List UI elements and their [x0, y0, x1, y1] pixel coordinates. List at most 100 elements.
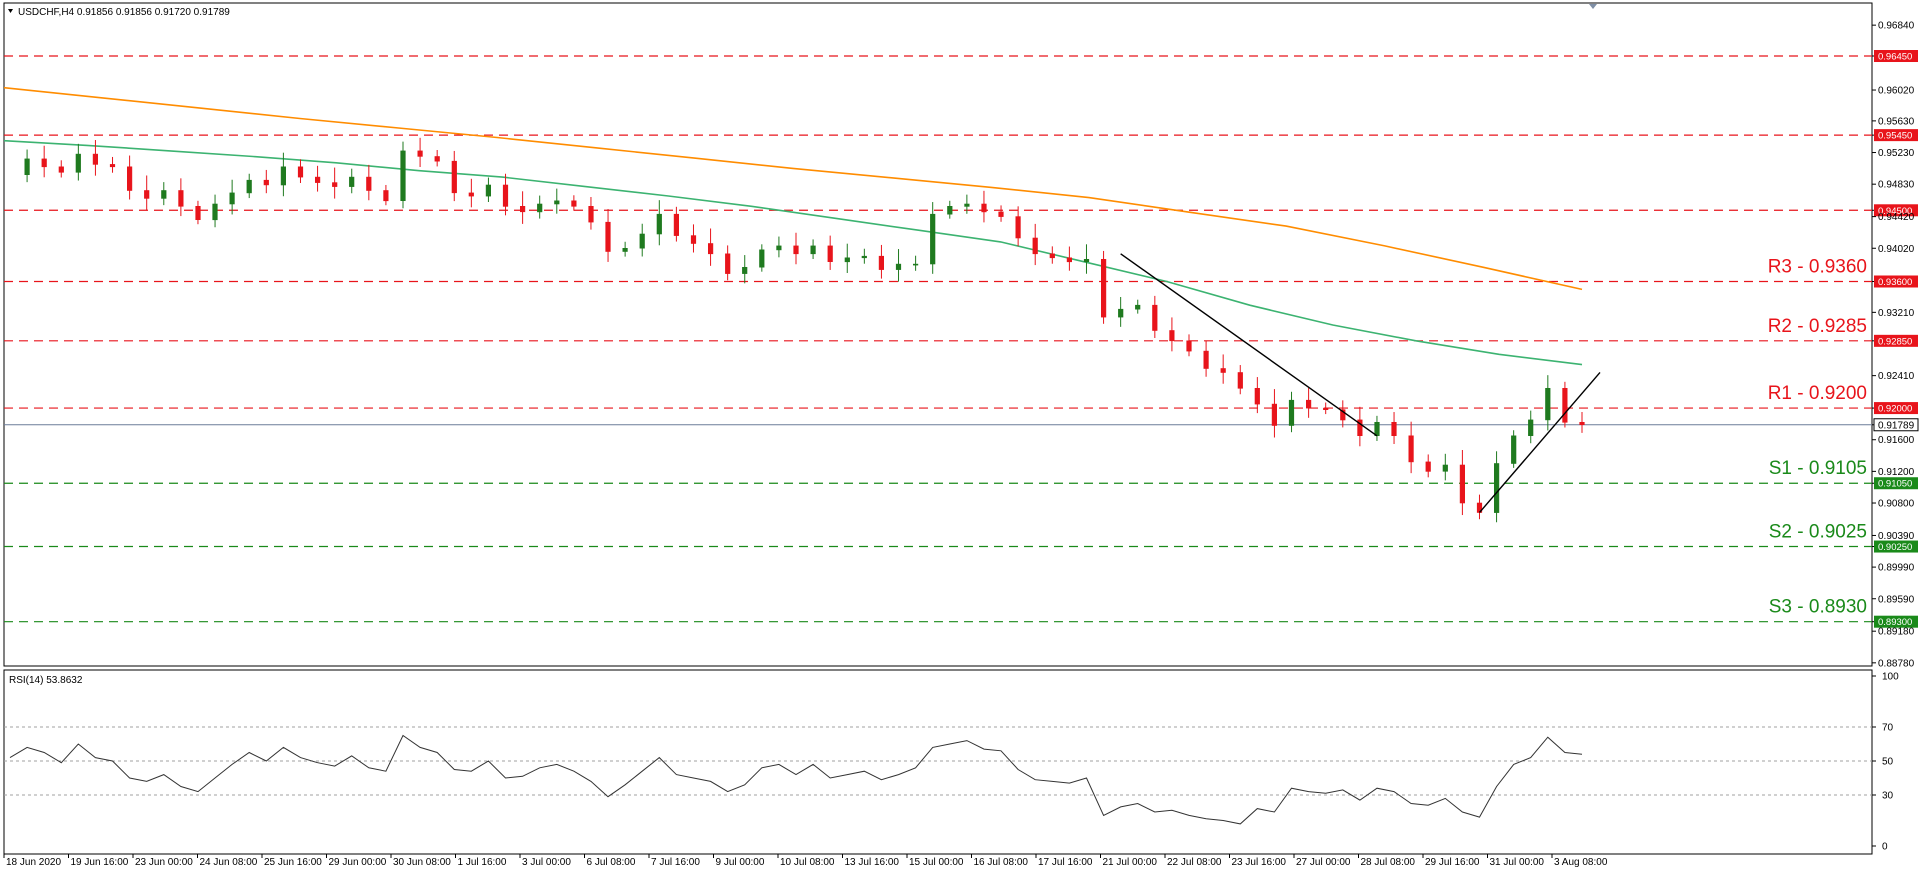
bear-candle [41, 158, 47, 168]
dropdown-icon[interactable] [8, 9, 13, 13]
bear-candle [314, 176, 321, 183]
bull-candle [1528, 419, 1534, 436]
ma-slow-line [3, 86, 1583, 291]
bear-candle [673, 213, 679, 236]
price-pane[interactable] [3, 2, 1873, 667]
resistance-label-4: R2 - 0.9285 [1768, 316, 1867, 337]
bear-candle [1408, 435, 1414, 463]
bull-candle [1545, 387, 1551, 421]
time-tick-label: 16 Jul 08:00 [974, 857, 1029, 868]
horizontal-levels [4, 55, 1872, 623]
bear-candle [144, 190, 150, 199]
bear-candle [1254, 387, 1260, 405]
bear-candle [1306, 399, 1312, 409]
bear-candle [707, 243, 714, 255]
time-tick-label: 27 Jul 00:00 [1296, 857, 1351, 868]
time-tick-label: 10 Jul 08:00 [780, 857, 835, 868]
bull-candle [622, 248, 628, 252]
time-tick-label: 6 Jul 08:00 [587, 857, 636, 868]
support-label-6: S1 - 0.9105 [1769, 458, 1867, 479]
bear-candle [127, 166, 133, 191]
time-tick-label: 23 Jun 00:00 [135, 857, 193, 868]
bear-candle [468, 192, 474, 197]
time-tick-label: 9 Jul 00:00 [716, 857, 765, 868]
bear-candle [1186, 340, 1192, 352]
rsi-tick-label: 0 [1882, 842, 1888, 853]
bear-candle [690, 235, 697, 244]
bear-candle [605, 221, 611, 252]
price-tick-label: 0.95630 [1878, 116, 1915, 127]
price-tick-label: 0.89590 [1878, 594, 1915, 605]
bull-candle [161, 190, 167, 199]
bull-candle [229, 192, 235, 205]
bull-candle [280, 166, 287, 186]
rsi-tick-label: 100 [1882, 672, 1899, 683]
level-price-tag [1874, 540, 1918, 553]
bear-candle [981, 203, 987, 213]
trendline-1 [1478, 372, 1601, 513]
level-price-tag [1874, 275, 1918, 288]
time-tick-label: 3 Jul 00:00 [522, 857, 571, 868]
bull-candle [349, 176, 355, 187]
bull-candle [964, 203, 970, 207]
time-tick-label: 31 Jul 00:00 [1490, 857, 1545, 868]
moving-averages [3, 86, 1583, 366]
bull-candle [656, 213, 662, 235]
bull-candle [1442, 464, 1448, 472]
rsi-line [9, 734, 1583, 825]
support-label-8: S3 - 0.8930 [1769, 597, 1867, 618]
bear-candle [366, 176, 372, 191]
bull-candle [1494, 463, 1500, 513]
rsi-indicator: 100 70 50 30 0 [4, 672, 1899, 853]
bear-candle [793, 245, 799, 255]
bear-candle [827, 245, 833, 262]
bear-candle [1357, 419, 1363, 436]
bear-candle [519, 206, 526, 213]
price-tick-label: 0.96020 [1878, 86, 1915, 97]
price-tick-label: 0.89990 [1878, 563, 1915, 574]
bull-candle [861, 255, 867, 259]
level-price-tag-text: 0.95450 [1878, 131, 1912, 142]
time-tick-label: 29 Jul 16:00 [1425, 857, 1480, 868]
price-tick-label: 0.88780 [1878, 658, 1915, 669]
bull-candle [759, 249, 765, 268]
bull-candle [75, 153, 81, 173]
current-price-tag-text: 0.91789 [1878, 420, 1915, 431]
price-tick-label: 0.94420 [1878, 212, 1915, 223]
price-tick-label: 0.91200 [1878, 467, 1915, 478]
bear-candle [332, 182, 338, 187]
bull-candle [742, 266, 748, 274]
level-price-tag [1874, 50, 1918, 63]
level-price-tag-text: 0.91050 [1878, 479, 1912, 490]
bull-candle [554, 200, 560, 205]
price-tick-label: 0.92410 [1878, 371, 1915, 382]
trendlines[interactable] [1120, 253, 1601, 513]
price-tick-label: 0.94020 [1878, 244, 1915, 255]
level-price-tag-text: 0.92850 [1878, 336, 1912, 347]
bear-candle [417, 150, 423, 157]
bear-candle [434, 156, 440, 162]
bull-candle [912, 263, 919, 266]
bear-candle [998, 211, 1004, 217]
time-tick-label: 17 Jul 16:00 [1038, 857, 1093, 868]
time-tick-label: 3 Aug 08:00 [1554, 857, 1608, 868]
shift-marker-icon[interactable] [1589, 4, 1597, 9]
rsi-pane[interactable] [3, 669, 1873, 855]
bull-candle [485, 184, 492, 197]
time-tick-label: 25 Jun 16:00 [264, 857, 322, 868]
price-tick-label: 0.93210 [1878, 308, 1915, 319]
bear-candle [1152, 304, 1158, 331]
level-price-tag [1874, 334, 1918, 347]
bear-candle [725, 253, 731, 274]
level-price-tag [1874, 477, 1918, 490]
time-axis: 18 Jun 2020 19 Jun 16:00 23 Jun 00:00 24 Ju… [3, 854, 1608, 868]
price-tick-label: 0.90390 [1878, 531, 1915, 542]
bull-candle [537, 203, 543, 213]
bear-candle [1562, 387, 1568, 423]
bull-candle [810, 245, 816, 255]
symbol-header: USDCHF,H4 0.91856 0.91856 0.91720 0.9178… [18, 7, 230, 18]
bear-candle [1101, 258, 1107, 318]
time-tick-label: 18 Jun 2020 [6, 857, 61, 868]
level-price-tag-text: 0.94500 [1878, 206, 1912, 217]
